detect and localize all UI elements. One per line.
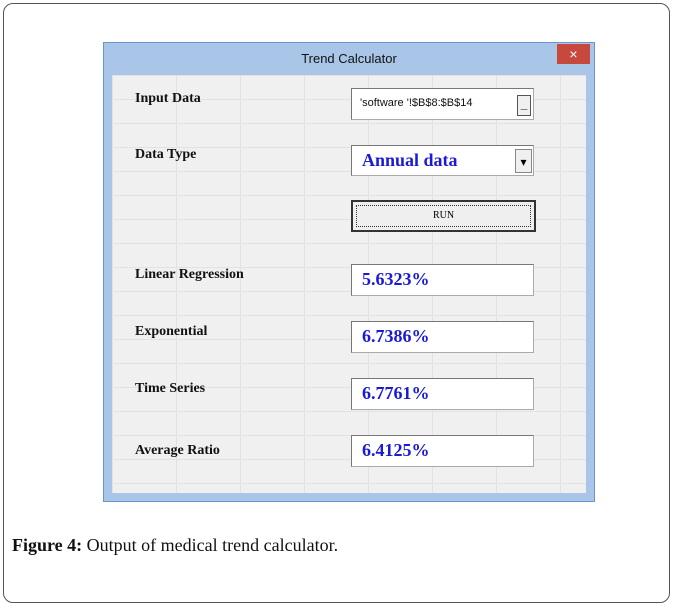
data-type-value: Annual data [362, 150, 458, 170]
input-value: 'software '!$B$8:$B$14 [360, 97, 473, 109]
caption: Figure 4: Output of medical trend calcul… [12, 535, 338, 556]
data-type-label: Data Type [135, 147, 197, 162]
dialog-title: Trend Calculator [301, 51, 397, 66]
result-label: Linear Regression [135, 267, 244, 282]
run-button[interactable]: RUN [351, 200, 536, 232]
result-field: 6.7761% [351, 378, 534, 410]
dropdown-arrow[interactable]: ▾ [515, 149, 532, 173]
input-label: Input Data [135, 91, 201, 106]
caption-text: Output of medical trend calculator. [86, 535, 339, 555]
result-field: 6.7386% [351, 321, 534, 353]
range-button[interactable]: _ [517, 95, 531, 116]
result-field: 5.6323% [351, 264, 534, 296]
data-type-dropdown[interactable]: Annual data ▾ [351, 145, 534, 176]
run-label: RUN [356, 205, 531, 227]
result-label: Time Series [135, 381, 206, 396]
result-field: 6.4125% [351, 435, 534, 467]
result-value: 6.7761% [362, 383, 430, 403]
result-value: 5.6323% [362, 269, 430, 289]
caption-label: Figure 4: [12, 535, 83, 555]
input-field[interactable]: 'software '!$B$8:$B$14 _ [351, 88, 534, 120]
result-value: 6.7386% [362, 326, 430, 346]
result-value: 6.4125% [362, 440, 430, 460]
result-label: Exponential [135, 324, 208, 339]
close-button[interactable]: × [557, 44, 590, 64]
result-label: Average Ratio [135, 443, 220, 458]
dialog: Trend Calculator × [103, 42, 595, 502]
